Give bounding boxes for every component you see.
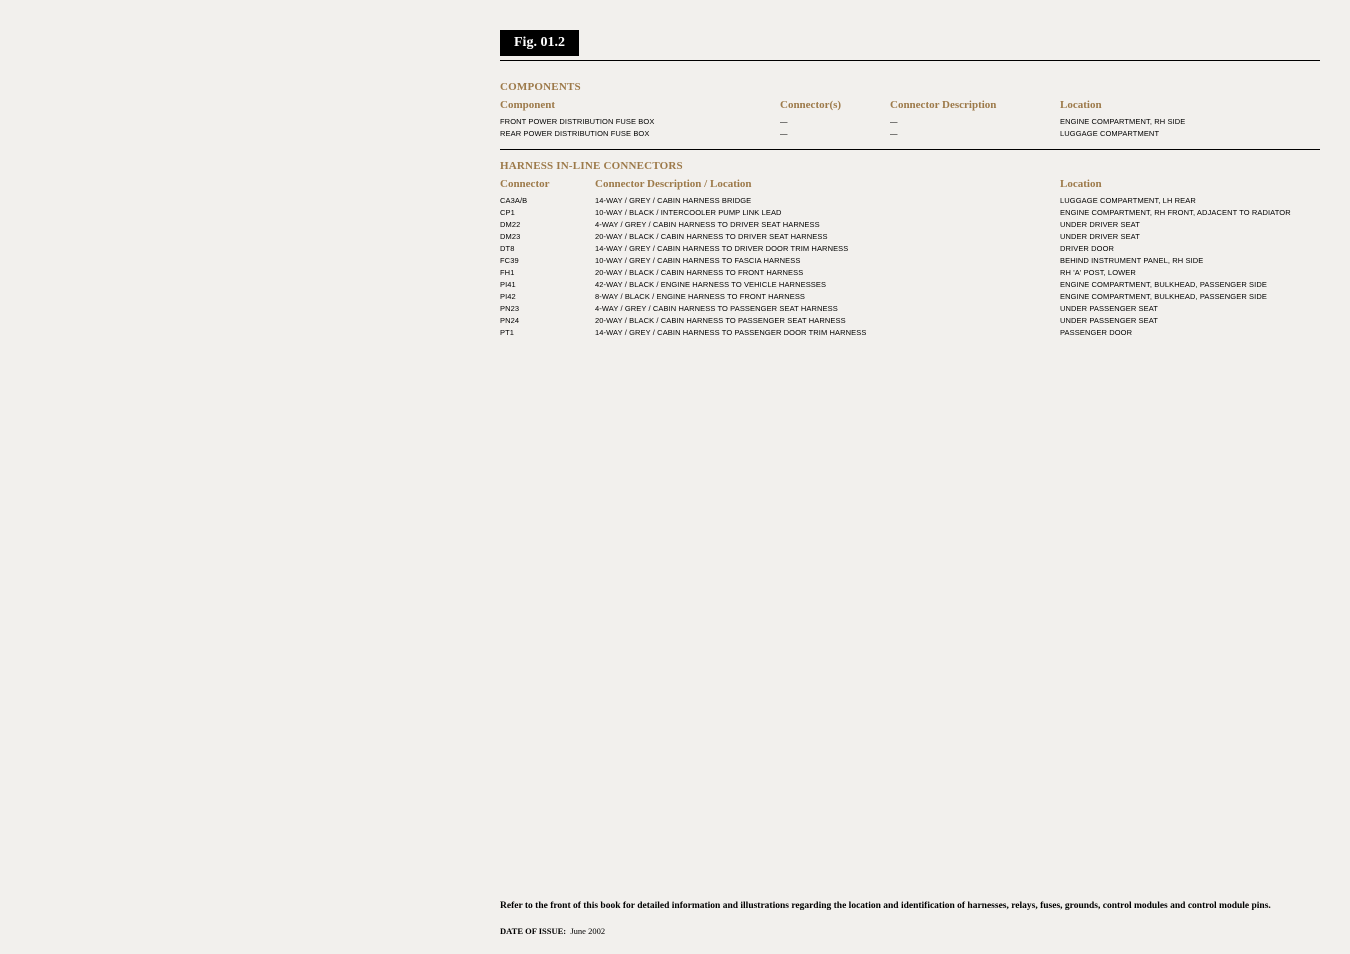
cell-connector: DT8 [500, 242, 595, 254]
cell-connector: DM22 [500, 218, 595, 230]
date-label: DATE OF ISSUE: [500, 926, 566, 936]
cell-conn-description: 4-WAY / GREY / CABIN HARNESS TO DRIVER S… [595, 218, 1060, 230]
table-row: CA3A/B14-WAY / GREY / CABIN HARNESS BRID… [500, 194, 1320, 206]
cell-conn-location: ENGINE COMPARTMENT, RH FRONT, ADJACENT T… [1060, 206, 1320, 218]
cell-conn-location: BEHIND INSTRUMENT PANEL, RH SIDE [1060, 254, 1320, 266]
header-location: Location [1060, 99, 1320, 115]
cell-conn-description: 14-WAY / GREY / CABIN HARNESS BRIDGE [595, 194, 1060, 206]
table-row: FRONT POWER DISTRIBUTION FUSE BOX——ENGIN… [500, 115, 1320, 127]
table-row: CP110-WAY / BLACK / INTERCOOLER PUMP LIN… [500, 206, 1320, 218]
table-row: DM224-WAY / GREY / CABIN HARNESS TO DRIV… [500, 218, 1320, 230]
table-row: DM2320-WAY / BLACK / CABIN HARNESS TO DR… [500, 230, 1320, 242]
figure-label: Fig. 01.2 [500, 30, 579, 56]
cell-conn-description: 20-WAY / BLACK / CABIN HARNESS TO PASSEN… [595, 314, 1060, 326]
cell-conn-location: RH 'A' POST, LOWER [1060, 266, 1320, 278]
cell-conn-description: 10-WAY / BLACK / INTERCOOLER PUMP LINK L… [595, 206, 1060, 218]
cell-connector: PI42 [500, 290, 595, 302]
cell-connector: FC39 [500, 254, 595, 266]
cell-conn-description: 20-WAY / BLACK / CABIN HARNESS TO DRIVER… [595, 230, 1060, 242]
cell-connector: CA3A/B [500, 194, 595, 206]
cell-connector: PN23 [500, 302, 595, 314]
cell-location: ENGINE COMPARTMENT, RH SIDE [1060, 115, 1320, 127]
divider-mid [500, 149, 1320, 150]
header-connectors: Connector(s) [780, 99, 890, 115]
cell-conn-description: 42-WAY / BLACK / ENGINE HARNESS TO VEHIC… [595, 278, 1060, 290]
cell-conn-description: 20-WAY / BLACK / CABIN HARNESS TO FRONT … [595, 266, 1060, 278]
cell-conn-location: UNDER DRIVER SEAT [1060, 218, 1320, 230]
components-header-row: Component Connector(s) Connector Descrip… [500, 99, 1320, 115]
cell-conn-description: 14-WAY / GREY / CABIN HARNESS TO PASSENG… [595, 326, 1060, 338]
components-section-title: COMPONENTS [500, 81, 1320, 93]
cell-connectors: — [780, 127, 890, 139]
header-connector: Connector [500, 178, 595, 194]
cell-conn-location: UNDER PASSENGER SEAT [1060, 302, 1320, 314]
cell-conn-location: PASSENGER DOOR [1060, 326, 1320, 338]
cell-conn-location: ENGINE COMPARTMENT, BULKHEAD, PASSENGER … [1060, 290, 1320, 302]
cell-connector: PN24 [500, 314, 595, 326]
header-conn-location: Location [1060, 178, 1320, 194]
table-row: FC3910-WAY / GREY / CABIN HARNESS TO FAS… [500, 254, 1320, 266]
cell-description: — [890, 127, 1060, 139]
cell-conn-location: ENGINE COMPARTMENT, BULKHEAD, PASSENGER … [1060, 278, 1320, 290]
table-row: FH120-WAY / BLACK / CABIN HARNESS TO FRO… [500, 266, 1320, 278]
cell-conn-description: 4-WAY / GREY / CABIN HARNESS TO PASSENGE… [595, 302, 1060, 314]
components-table: Component Connector(s) Connector Descrip… [500, 99, 1320, 139]
header-description: Connector Description [890, 99, 1060, 115]
footer-note: Refer to the front of this book for deta… [500, 900, 1320, 912]
cell-conn-description: 10-WAY / GREY / CABIN HARNESS TO FASCIA … [595, 254, 1060, 266]
harness-section-title: HARNESS IN-LINE CONNECTORS [500, 160, 1320, 172]
table-row: PN234-WAY / GREY / CABIN HARNESS TO PASS… [500, 302, 1320, 314]
cell-connector: PT1 [500, 326, 595, 338]
cell-location: LUGGAGE COMPARTMENT [1060, 127, 1320, 139]
cell-conn-location: DRIVER DOOR [1060, 242, 1320, 254]
cell-conn-description: 14-WAY / GREY / CABIN HARNESS TO DRIVER … [595, 242, 1060, 254]
header-component: Component [500, 99, 780, 115]
harness-header-row: Connector Connector Description / Locati… [500, 178, 1320, 194]
cell-description: — [890, 115, 1060, 127]
table-row: PI428-WAY / BLACK / ENGINE HARNESS TO FR… [500, 290, 1320, 302]
cell-conn-location: UNDER DRIVER SEAT [1060, 230, 1320, 242]
table-row: DT814-WAY / GREY / CABIN HARNESS TO DRIV… [500, 242, 1320, 254]
header-conn-description: Connector Description / Location [595, 178, 1060, 194]
cell-component: REAR POWER DISTRIBUTION FUSE BOX [500, 127, 780, 139]
footer-text: Refer to the front of this book for deta… [500, 901, 1271, 911]
table-row: REAR POWER DISTRIBUTION FUSE BOX——LUGGAG… [500, 127, 1320, 139]
harness-table: Connector Connector Description / Locati… [500, 178, 1320, 338]
date-of-issue: DATE OF ISSUE: June 2002 [500, 926, 605, 936]
cell-connector: CP1 [500, 206, 595, 218]
table-row: PN2420-WAY / BLACK / CABIN HARNESS TO PA… [500, 314, 1320, 326]
cell-conn-location: LUGGAGE COMPARTMENT, LH REAR [1060, 194, 1320, 206]
cell-component: FRONT POWER DISTRIBUTION FUSE BOX [500, 115, 780, 127]
cell-connector: DM23 [500, 230, 595, 242]
cell-connectors: — [780, 115, 890, 127]
cell-conn-location: UNDER PASSENGER SEAT [1060, 314, 1320, 326]
cell-connector: FH1 [500, 266, 595, 278]
table-row: PT114-WAY / GREY / CABIN HARNESS TO PASS… [500, 326, 1320, 338]
cell-connector: PI41 [500, 278, 595, 290]
cell-conn-description: 8-WAY / BLACK / ENGINE HARNESS TO FRONT … [595, 290, 1060, 302]
date-value: June 2002 [570, 926, 605, 936]
table-row: PI4142-WAY / BLACK / ENGINE HARNESS TO V… [500, 278, 1320, 290]
divider-top [500, 60, 1320, 61]
